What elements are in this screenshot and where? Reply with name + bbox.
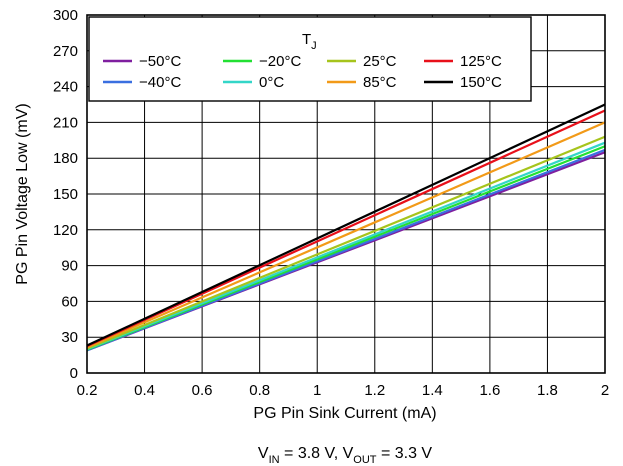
y-tick-label: 240: [53, 79, 78, 96]
y-tick-label: 0: [70, 365, 78, 382]
legend-title-main: T: [302, 31, 311, 48]
legend-box: [88, 16, 532, 102]
legend-label: 125°C: [460, 53, 502, 70]
legend-label: 0°C: [259, 74, 284, 91]
legend-label: 25°C: [363, 53, 397, 70]
y-tick-label: 210: [53, 114, 78, 131]
legend-label: −40°C: [139, 74, 181, 91]
x-tick-label: 1.2: [364, 382, 385, 399]
y-tick-label: 150: [53, 186, 78, 203]
caption-vout-value: = 3.3 V: [377, 445, 433, 462]
x-tick-label: 1.8: [537, 382, 558, 399]
plot-frame: [86, 14, 606, 374]
caption-vout: V: [343, 445, 354, 462]
y-tick-label: 90: [61, 258, 78, 275]
series-lines: [86, 103, 606, 352]
x-tick-label: 0.4: [134, 382, 155, 399]
y-tick-label: 30: [61, 329, 78, 346]
y-tick-labels: 0 30 60 90 120 150 180 210 240 270 300: [53, 7, 78, 382]
caption-vin: V: [258, 445, 269, 462]
series-line: [86, 109, 606, 348]
series-line: [86, 141, 606, 351]
caption-vout-sub: OUT: [353, 454, 377, 466]
legend-title-sub: J: [311, 40, 317, 52]
x-tick-label: 0.8: [249, 382, 270, 399]
x-tick-label: 1.4: [422, 382, 443, 399]
y-tick-label: 180: [53, 150, 78, 167]
series-line: [86, 103, 606, 347]
legend-label: −20°C: [259, 53, 301, 70]
legend-label: −50°C: [139, 53, 181, 70]
test-conditions-caption: VIN = 3.8 V, VOUT = 3.3 V: [258, 445, 433, 466]
x-tick-labels: 0.2 0.4 0.6 0.8 1 1.2 1.4 1.6 1.8 2: [77, 382, 610, 399]
y-tick-label: 60: [61, 293, 78, 310]
x-tick-label: 1.6: [479, 382, 500, 399]
legend-title: TJ: [302, 31, 317, 52]
series-line: [86, 121, 606, 349]
legend-label: 150°C: [460, 74, 502, 91]
x-axis-title: PG Pin Sink Current (mA): [253, 405, 436, 422]
y-tick-label: 270: [53, 43, 78, 60]
caption-vin-value: = 3.8 V,: [280, 445, 343, 462]
legend-label: 85°C: [363, 74, 397, 91]
y-tick-label: 120: [53, 222, 78, 239]
legend: TJ −50°C −20°C 25°C 125°C −40°C 0°C 85°C 150°C: [88, 16, 532, 102]
y-tick-label: 300: [53, 7, 78, 24]
legend-items: −50°C −20°C 25°C 125°C −40°C 0°C 85°C 150°C: [103, 53, 502, 91]
x-tick-label: 0.2: [77, 382, 98, 399]
caption-vin-sub: IN: [269, 454, 280, 466]
x-tick-label: 1: [313, 382, 321, 399]
y-axis-title: PG Pin Voltage Low (mV): [14, 103, 31, 284]
series-line: [86, 135, 606, 350]
x-tick-label: 2: [601, 382, 609, 399]
x-tick-label: 0.6: [192, 382, 213, 399]
